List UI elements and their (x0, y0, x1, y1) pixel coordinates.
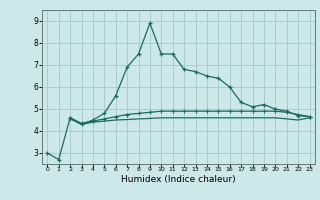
X-axis label: Humidex (Indice chaleur): Humidex (Indice chaleur) (121, 175, 236, 184)
